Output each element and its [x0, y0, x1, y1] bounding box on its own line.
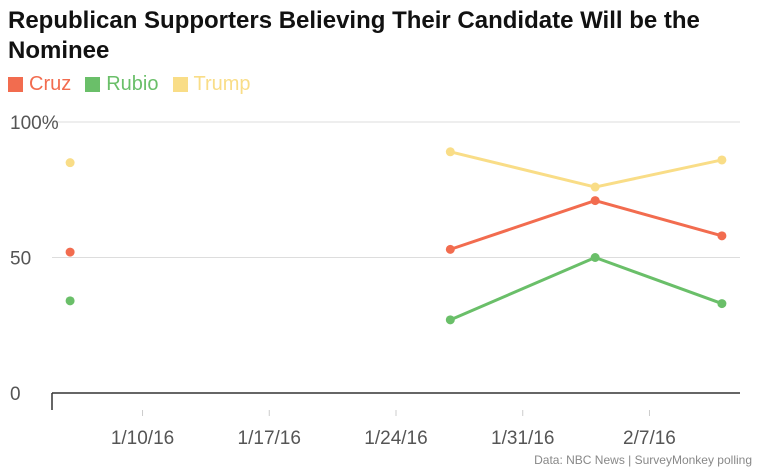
point-trump — [65, 158, 75, 168]
point-rubio — [590, 253, 600, 262]
point-cruz — [65, 247, 75, 257]
legend-item-trump: Trump — [172, 72, 251, 96]
chart-title: Republican Supporters Believing Their Ca… — [8, 7, 700, 64]
series-line-trump — [448, 150, 724, 189]
series-line-cruz — [448, 199, 724, 251]
x-tick-label: 1/17/16 — [238, 428, 301, 449]
x-tick-label: 1/31/16 — [491, 428, 554, 449]
point-rubio — [717, 299, 727, 309]
point-cruz — [590, 196, 600, 206]
point-rubio — [445, 315, 455, 325]
legend: Cruz Rubio Trump — [8, 72, 251, 96]
x-tick-label: 1/24/16 — [364, 428, 427, 449]
legend-label-trump: Trump — [193, 73, 251, 95]
legend-label-cruz: Cruz — [29, 73, 72, 95]
x-tick-label: 2/7/16 — [623, 428, 676, 449]
grid-layer: 0 50 100% 1/10/16 1/17/16 1/24/16 1/31/16 2/7/1… — [10, 113, 740, 449]
point-trump — [717, 155, 727, 165]
legend-swatch-cruz — [8, 76, 23, 92]
y-tick-label: 100% — [10, 113, 59, 134]
legend-item-cruz: Cruz — [8, 72, 71, 96]
point-trump — [590, 182, 600, 192]
series-line-rubio — [448, 256, 724, 322]
point-rubio — [65, 296, 75, 306]
legend-item-rubio: Rubio — [85, 72, 159, 96]
x-tick-label: 1/10/16 — [111, 428, 174, 449]
point-trump — [445, 147, 455, 157]
series-layer — [65, 147, 727, 325]
y-tick-label: 50 — [10, 249, 31, 270]
legend-swatch-rubio — [85, 76, 101, 92]
point-cruz — [445, 244, 455, 254]
source-note: Data: NBC News | SurveyMonkey polling — [534, 453, 752, 467]
point-cruz — [717, 231, 727, 241]
legend-label-rubio: Rubio — [106, 73, 159, 95]
y-tick-label: 0 — [10, 384, 21, 405]
legend-swatch-trump — [172, 76, 188, 92]
